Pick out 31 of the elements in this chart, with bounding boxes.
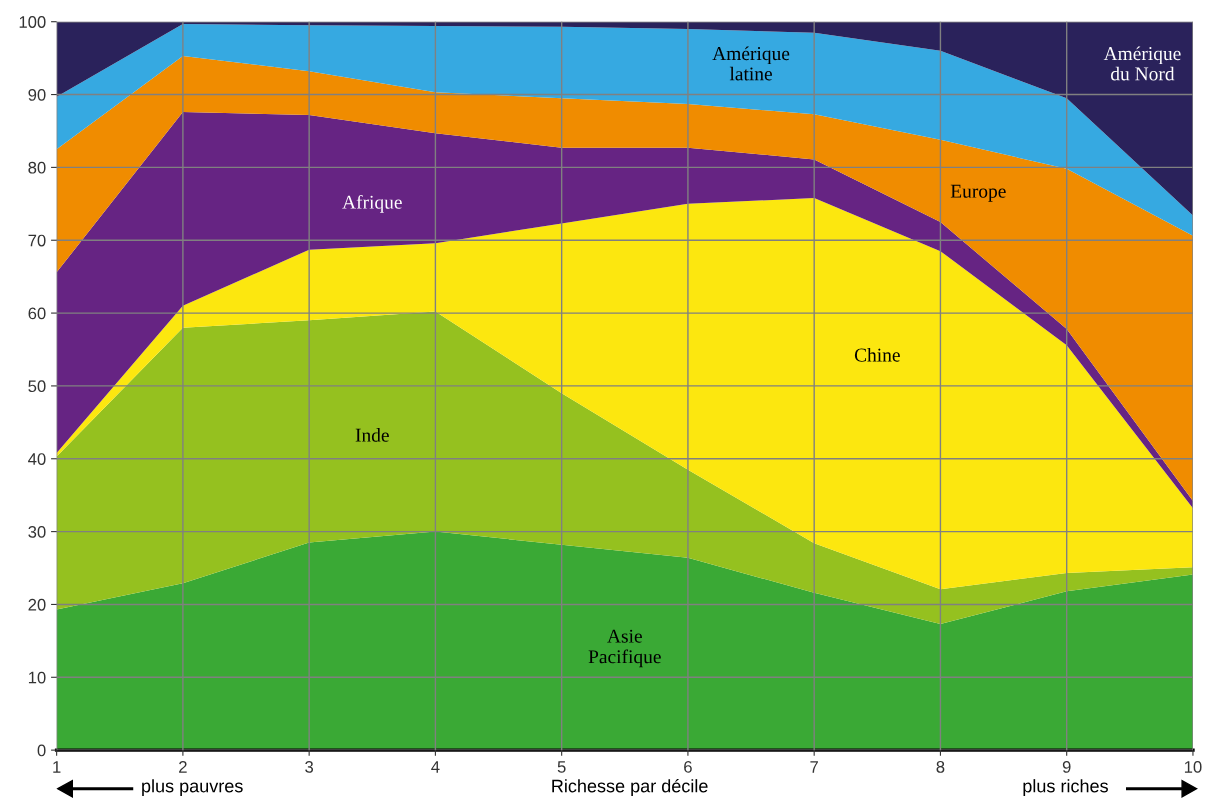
y-tick-label: 30 — [28, 526, 46, 538]
y-tick-label: 50 — [28, 380, 46, 393]
series-label: Amérique du Nord — [1103, 46, 1181, 81]
x-axis-title: Richesse par décile — [552, 778, 708, 796]
y-tick-label: 90 — [28, 88, 46, 101]
x-tick-label: 2 — [179, 760, 187, 773]
x-tick-label: 10 — [1184, 760, 1202, 773]
series-label: Chine — [854, 347, 900, 362]
y-tick-label: 40 — [28, 453, 46, 465]
x-tick-label: 8 — [936, 760, 945, 773]
y-tick-label: 0 — [37, 744, 46, 757]
x-tick-label: 1 — [53, 761, 61, 773]
x-tick-label: 4 — [431, 761, 440, 773]
y-tick-label: 80 — [28, 161, 46, 174]
series-label: Asie Pacifique — [588, 629, 661, 668]
y-tick-label: 70 — [28, 234, 46, 247]
text: plus riches — [1023, 779, 1108, 796]
series-label: Amérique latine — [712, 46, 790, 81]
series-label: Afrique — [342, 194, 402, 213]
series-label: Europe — [950, 184, 1006, 202]
x-tick-label: 5 — [557, 761, 566, 773]
x-tick-label: 9 — [1062, 760, 1071, 773]
y-tick-label: 60 — [28, 307, 46, 320]
series-label: Inde — [355, 428, 389, 442]
y-tick-label: 100 — [19, 16, 46, 28]
x-tick-label: 3 — [305, 760, 314, 773]
x-tick-label: 6 — [684, 760, 692, 773]
y-tick-label: 20 — [28, 598, 46, 611]
y-tick-label: 10 — [28, 671, 46, 684]
text: plus pauvres — [142, 779, 243, 796]
x-tick-label: 7 — [810, 761, 818, 773]
